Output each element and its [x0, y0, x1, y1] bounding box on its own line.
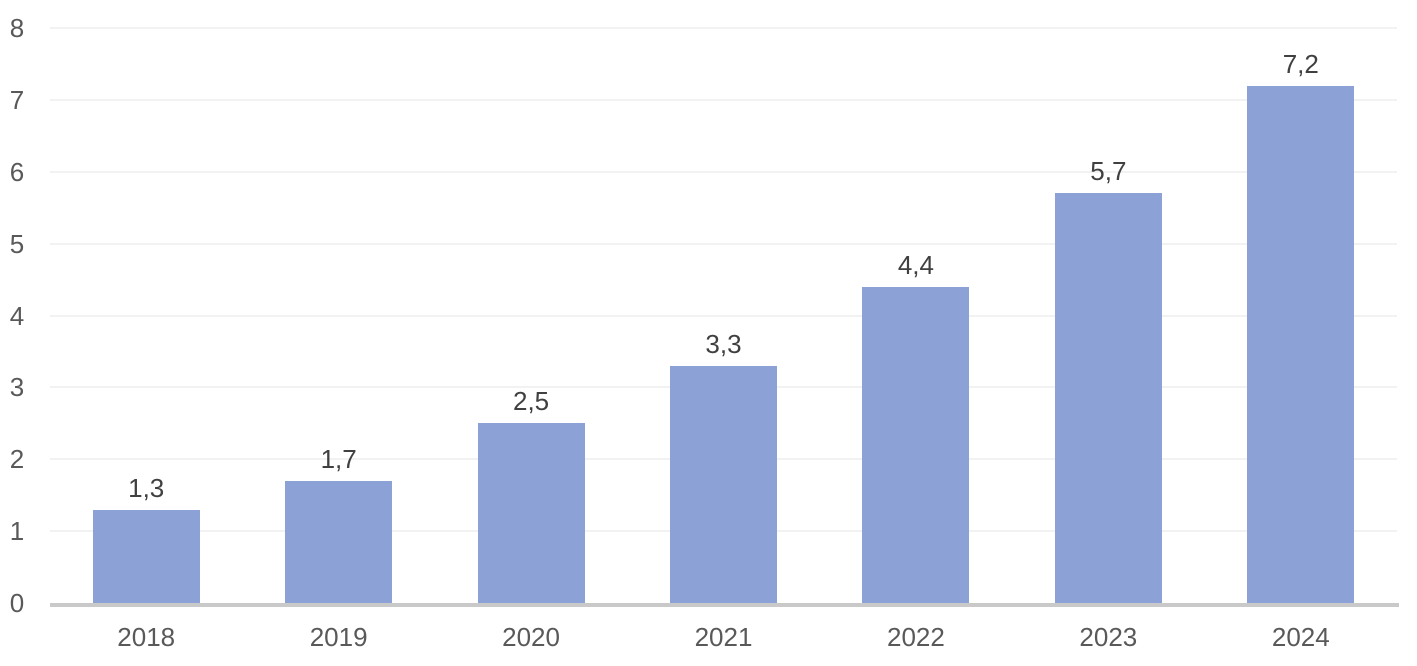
y-axis-tick-label: 5	[9, 228, 25, 259]
bar-value-label: 7,2	[1282, 48, 1319, 79]
bar-2019	[285, 480, 393, 603]
x-axis-category-label: 2024	[1271, 622, 1330, 652]
y-axis-tick-label: 2	[9, 444, 25, 475]
y-axis-tick-label: 0	[9, 588, 25, 618]
bar-2022	[862, 286, 970, 603]
gridline	[50, 170, 1397, 173]
bar-2018	[92, 509, 200, 603]
bar-value-label: 1,7	[320, 443, 357, 474]
bar-2021	[670, 365, 777, 603]
x-axis-category-label: 2021	[694, 622, 753, 652]
y-axis-tick-label: 8	[9, 13, 25, 43]
bar-value-label: 4,4	[897, 249, 934, 280]
y-axis-tick-label: 4	[9, 300, 25, 331]
bar-2024	[1247, 85, 1355, 603]
gridline	[50, 27, 1397, 29]
x-axis-category-label: 2019	[309, 622, 368, 652]
y-axis-tick-label: 7	[9, 84, 25, 115]
x-axis-category-label: 2020	[502, 622, 560, 652]
y-axis-tick-label: 1	[9, 516, 25, 547]
gridline	[50, 98, 1397, 101]
bar-value-label: 3,3	[705, 328, 742, 359]
y-axis-tick-label: 6	[9, 156, 25, 187]
bar-value-label: 5,7	[1090, 156, 1127, 187]
x-axis-category-label: 2022	[887, 622, 945, 652]
gridline	[50, 242, 1397, 245]
bar-2020	[477, 423, 585, 603]
bar-value-label: 1,3	[128, 472, 165, 503]
x-axis-category-label: 2023	[1079, 622, 1138, 652]
x-axis-line	[50, 603, 1399, 607]
x-axis-category-label: 2018	[117, 622, 176, 652]
gridline	[50, 314, 1397, 317]
bar-value-label: 2,5	[512, 386, 550, 417]
bar-2023	[1054, 193, 1162, 603]
y-axis-tick-label: 3	[9, 372, 25, 403]
